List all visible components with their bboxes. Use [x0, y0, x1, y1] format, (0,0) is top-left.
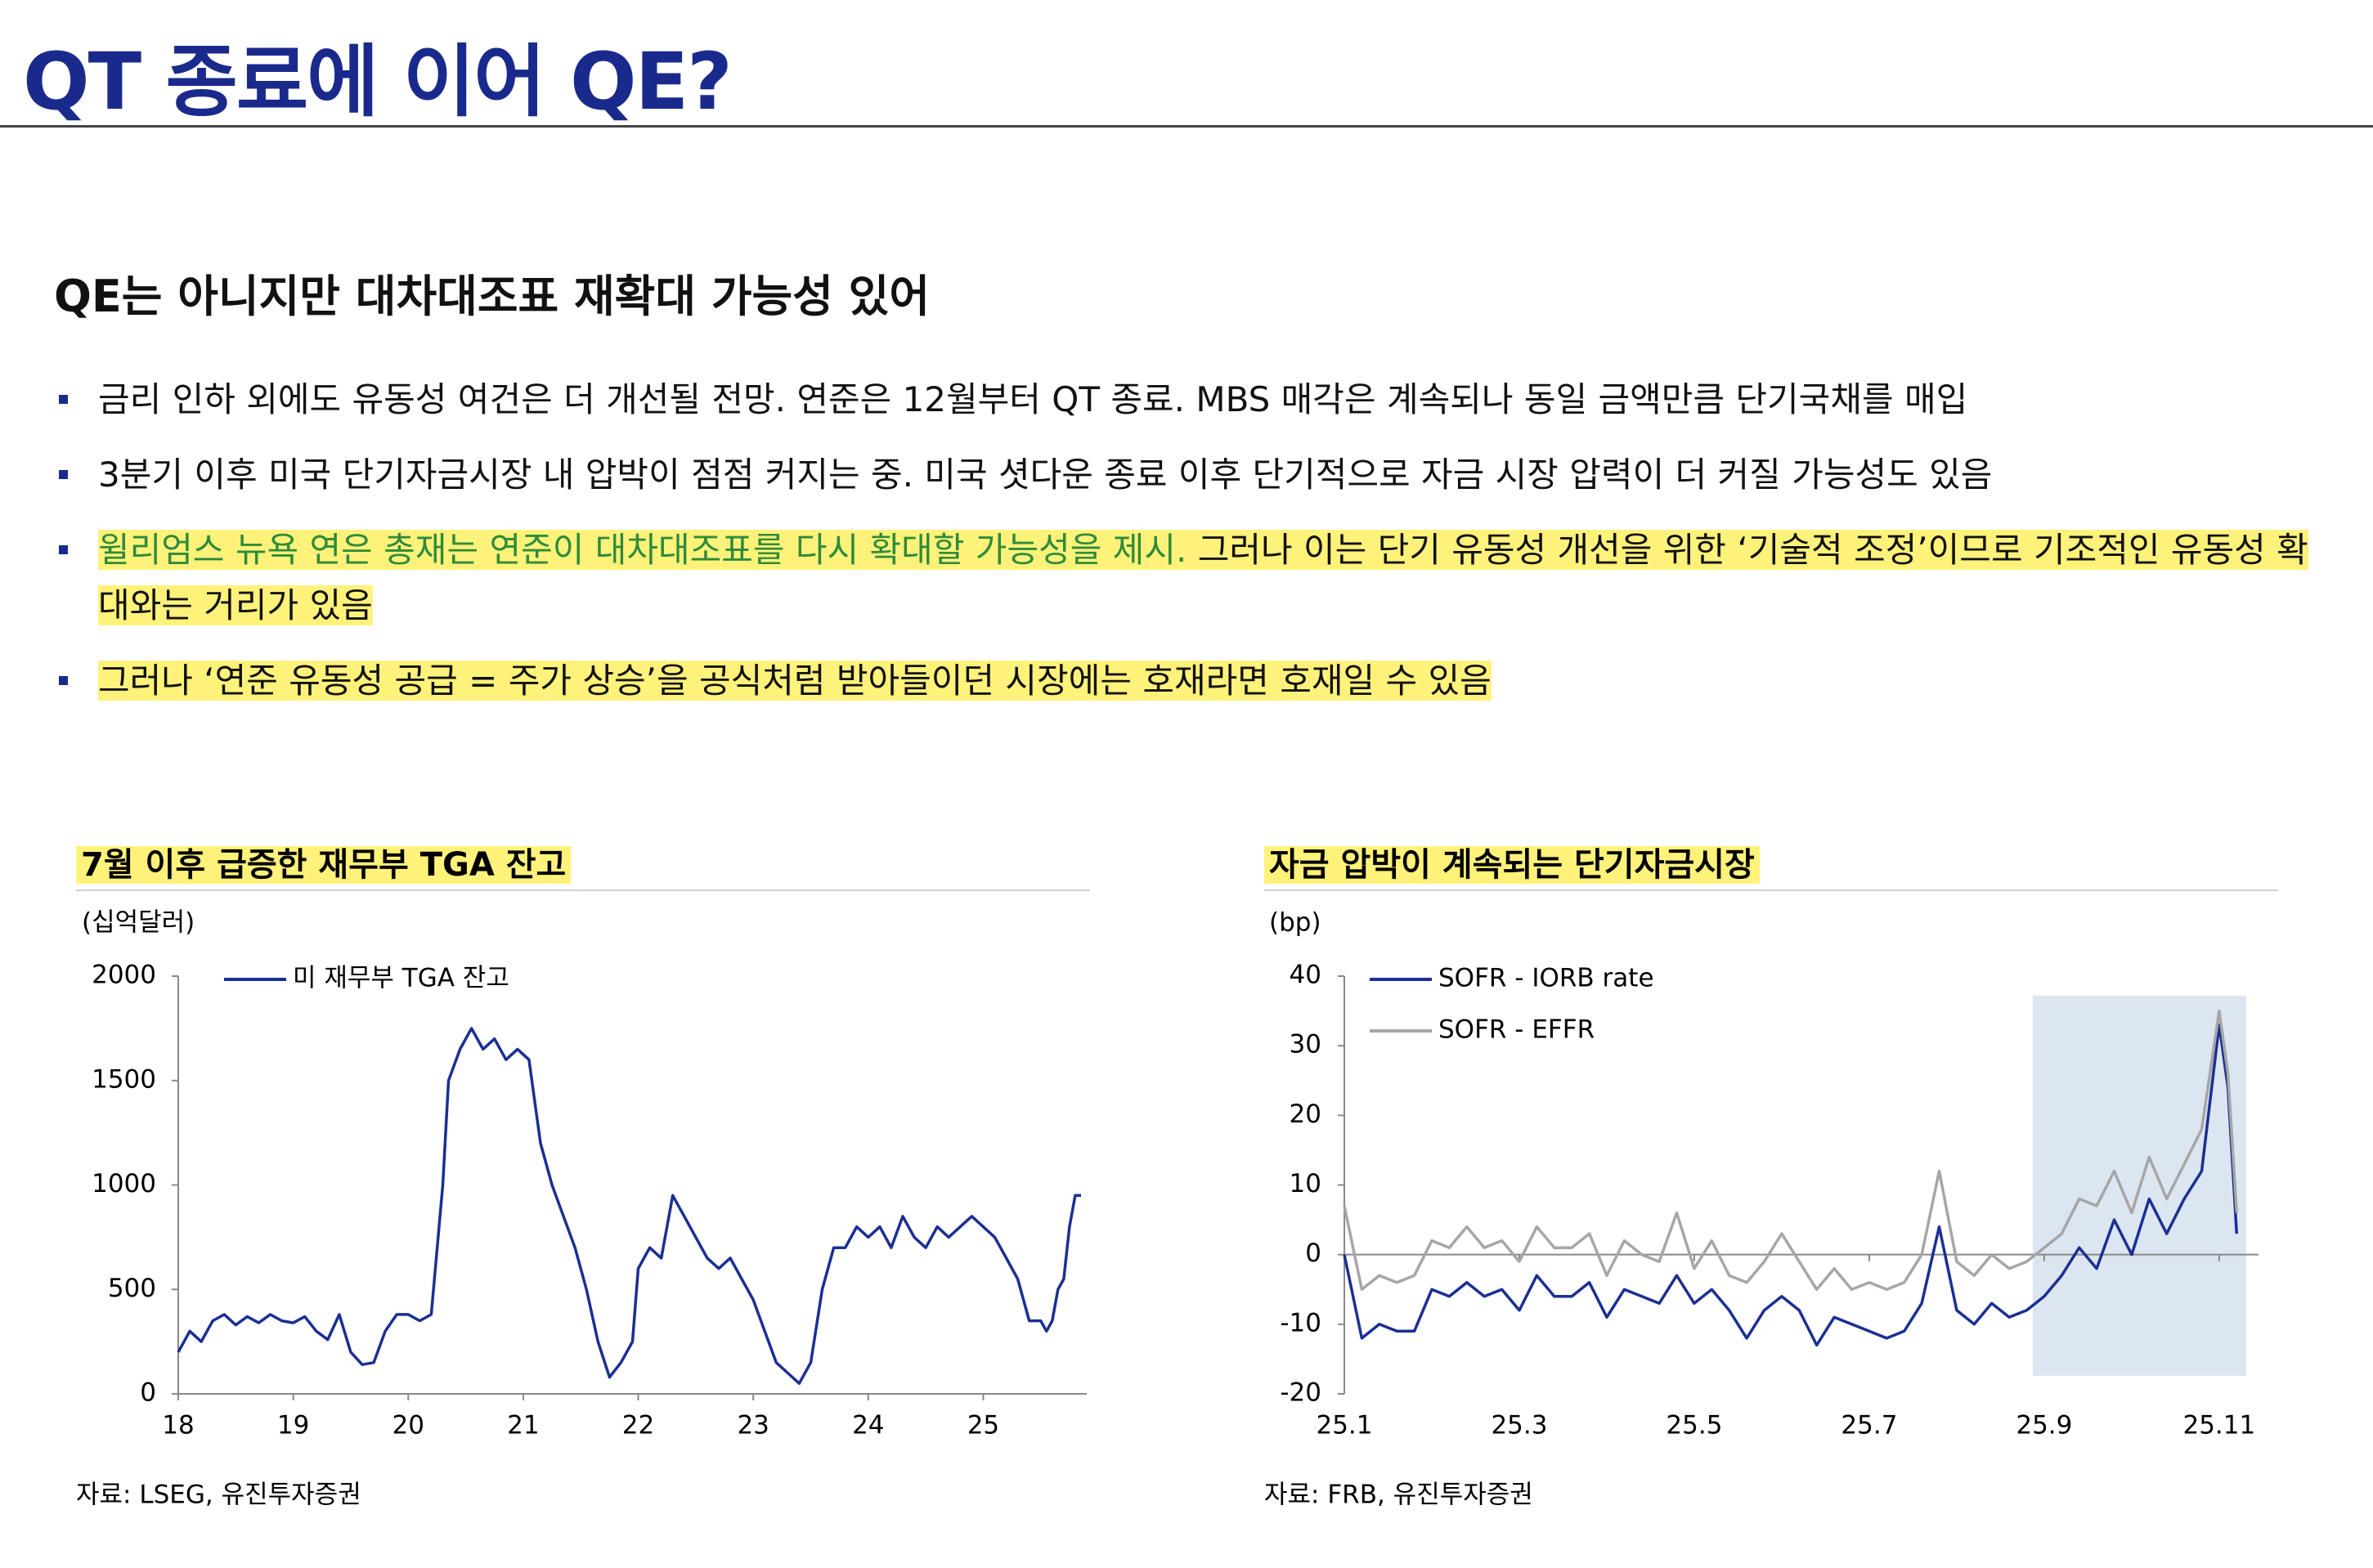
y-tick-label: 1500 [92, 1064, 156, 1094]
y-tick-label: -10 [1280, 1308, 1321, 1337]
source: 자료: LSEG, 유진투자증권 [76, 1481, 361, 1510]
series-line [177, 1027, 1081, 1385]
x-tick-label: 25.11 [2182, 1411, 2255, 1440]
x-tick-label: 25.9 [2016, 1411, 2072, 1440]
unit-label: (bp) [1269, 908, 1321, 938]
bullet-text: 금리 인하 외에도 유동성 여건은 더 개선될 전망. 연준은 12월부터 QT… [98, 379, 1968, 419]
y-tick-label: 0 [140, 1378, 156, 1408]
title-highlight [1264, 846, 1760, 884]
x-tick-label: 20 [393, 1411, 424, 1440]
legend-label: SOFR - EFFR [1438, 1015, 1595, 1045]
x-tick-label: 25.1 [1316, 1411, 1372, 1440]
y-tick-label: 30 [1290, 1030, 1321, 1060]
title-rule [0, 125, 2373, 128]
legend-label: 미 재무부 TGA 잔고 [293, 964, 509, 993]
x-tick-label: 25.3 [1491, 1411, 1547, 1440]
bullet: 금리 인하 외에도 유동성 여건은 더 개선될 전망. 연준은 12월부터 QT… [54, 372, 2335, 428]
bullet: 그러나 ‘연준 유동성 공급 = 주가 상승’을 공식처럼 받아들이던 시장에는… [54, 653, 2335, 709]
x-tick-label: 25.5 [1666, 1411, 1722, 1440]
bullet: 3분기 이후 미국 단기자금시장 내 압박이 점점 커지는 중. 미국 셧다운 … [54, 447, 2335, 503]
chart-title: 7월 이후 급증한 재무부 TGA 잔고 [81, 846, 566, 884]
x-tick-label: 25.7 [1841, 1411, 1897, 1440]
series-line [1343, 1009, 2239, 1292]
y-tick-label: 1000 [92, 1169, 156, 1198]
x-tick-label: 19 [277, 1411, 309, 1440]
bullet: 윌리엄스 뉴욕 연은 총재는 연준이 대차대조표를 다시 확대할 가능성을 제시… [54, 522, 2335, 634]
y-tick-label: 40 [1290, 961, 1321, 990]
subtitle: QE는 아니지만 대차대조표 재확대 가능성 있어 [54, 271, 931, 322]
y-tick-label: 2000 [92, 961, 156, 990]
source: 자료: FRB, 유진투자증권 [1264, 1481, 1533, 1510]
x-tick-label: 24 [852, 1411, 884, 1440]
page-title: QT 종료에 이어 QE? [23, 36, 733, 128]
x-tick-label: 25 [967, 1411, 999, 1440]
y-tick-label: 0 [1305, 1239, 1321, 1268]
bullet-text: 3분기 이후 미국 단기자금시장 내 압박이 점점 커지는 중. 미국 셧다운 … [98, 455, 1993, 495]
chart-title: 자금 압박이 계속되는 단기자금시장 [1269, 846, 1755, 884]
unit-label: (십억달러) [82, 908, 195, 938]
bullet-text: 윌리엄스 뉴욕 연은 총재는 연준이 대차대조표를 다시 확대할 가능성을 제시… [98, 530, 1187, 570]
y-tick-label: -20 [1280, 1378, 1321, 1408]
y-tick-label: 10 [1290, 1169, 1321, 1198]
x-tick-label: 23 [737, 1411, 769, 1440]
y-tick-label: 20 [1290, 1100, 1321, 1129]
series-line [1343, 1023, 2239, 1347]
x-tick-label: 22 [622, 1411, 654, 1440]
legend-label: SOFR - IORB rate [1438, 964, 1654, 993]
bullet-text: 그러나 ‘연준 유동성 공급 = 주가 상승’을 공식처럼 받아들이던 시장에는… [98, 661, 1492, 701]
bullet-list: 금리 인하 외에도 유동성 여건은 더 개선될 전망. 연준은 12월부터 QT… [54, 372, 2335, 728]
y-tick-label: 500 [108, 1274, 156, 1303]
x-tick-label: 21 [507, 1411, 539, 1440]
x-tick-label: 18 [162, 1411, 194, 1440]
title-highlight [76, 846, 572, 884]
